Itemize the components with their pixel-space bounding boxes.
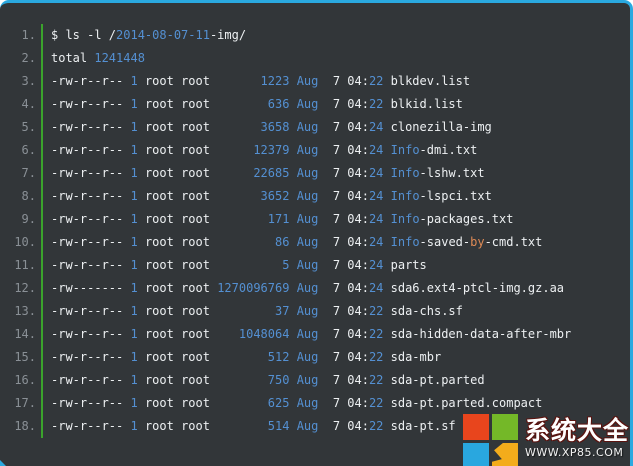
line-number: 7.	[0, 162, 43, 185]
terminal-line: 10. -rw-r--r-- 1 root root 86 Aug 7 04:24…	[0, 231, 630, 254]
line-number: 4.	[0, 93, 43, 116]
corner-triangle-decoration	[0, 460, 6, 466]
terminal-line: 9. -rw-r--r-- 1 root root 171 Aug 7 04:24…	[0, 208, 630, 231]
line-number: 8.	[0, 185, 43, 208]
terminal-line: 18. -rw-r--r-- 1 root root 514 Aug 7 04:2…	[0, 415, 630, 438]
line-content: -rw-r--r-- 1 root root 514 Aug 7 04:22 s…	[51, 419, 456, 433]
terminal-line: 1. $ ls -l /2014-08-07-11-img/	[0, 24, 630, 47]
line-content: -rw-r--r-- 1 root root 1223 Aug 7 04:22 …	[51, 74, 471, 88]
terminal-line: 17. -rw-r--r-- 1 root root 625 Aug 7 04:2…	[0, 392, 630, 415]
line-content: -rw-r--r-- 1 root root 3652 Aug 7 04:24 …	[51, 189, 492, 203]
terminal-line: 8. -rw-r--r-- 1 root root 3652 Aug 7 04:2…	[0, 185, 630, 208]
line-content: total 1241448	[51, 51, 145, 65]
line-number: 11.	[0, 254, 43, 277]
line-content: -rw-r--r-- 1 root root 3658 Aug 7 04:24 …	[51, 120, 492, 134]
line-number: 1.	[0, 24, 43, 47]
line-content: -rw-r--r-- 1 root root 1048064 Aug 7 04:…	[51, 327, 572, 341]
terminal-line: 2. total 1241448	[0, 47, 630, 70]
terminal-line: 15. -rw-r--r-- 1 root root 512 Aug 7 04:2…	[0, 346, 630, 369]
line-content: -rw-r--r-- 1 root root 625 Aug 7 04:22 s…	[51, 396, 543, 410]
line-content: -rw-r--r-- 1 root root 37 Aug 7 04:22 sd…	[51, 304, 463, 318]
terminal-line: 12. -rw------- 1 root root 1270096769 Aug…	[0, 277, 630, 300]
line-number: 9.	[0, 208, 43, 231]
terminal-line: 14. -rw-r--r-- 1 root root 1048064 Aug 7 …	[0, 323, 630, 346]
terminal-line: 16. -rw-r--r-- 1 root root 750 Aug 7 04:2…	[0, 369, 630, 392]
logo-blue-square	[462, 443, 489, 466]
line-number: 15.	[0, 346, 43, 369]
line-number: 2.	[0, 47, 43, 70]
line-content: -rw-r--r-- 1 root root 5 Aug 7 04:24 par…	[51, 258, 427, 272]
watermark-site-url: WWW.XP85.COM	[524, 446, 624, 459]
line-content: $ ls -l /2014-08-07-11-img/	[51, 28, 247, 42]
logo-green-square	[491, 414, 518, 440]
terminal-line: 6. -rw-r--r-- 1 root root 12379 Aug 7 04:…	[0, 139, 630, 162]
line-content: -rw-r--r-- 1 root root 636 Aug 7 04:22 b…	[51, 97, 463, 111]
logo-red-square	[462, 414, 489, 440]
watermark-site-name: 系统大全	[524, 416, 629, 445]
line-content: -rw-r--r-- 1 root root 22685 Aug 7 04:24…	[51, 166, 485, 180]
terminal-line: 7. -rw-r--r-- 1 root root 22685 Aug 7 04:…	[0, 162, 630, 185]
line-content: -rw-r--r-- 1 root root 171 Aug 7 04:24 I…	[51, 212, 514, 226]
terminal-line: 5. -rw-r--r-- 1 root root 3658 Aug 7 04:2…	[0, 116, 630, 139]
terminal-line: 13. -rw-r--r-- 1 root root 37 Aug 7 04:22…	[0, 300, 630, 323]
line-number: 13.	[0, 300, 43, 323]
terminal-body: 1. $ ls -l /2014-08-07-11-img/2. total 124…	[0, 24, 630, 438]
logo-yellow-arrow-icon	[491, 443, 518, 466]
line-number: 12.	[0, 277, 43, 300]
xp85-logo-icon	[462, 414, 519, 466]
terminal-line: 3. -rw-r--r-- 1 root root 1223 Aug 7 04:2…	[0, 70, 630, 93]
line-number: 10.	[0, 231, 43, 254]
line-number: 6.	[0, 139, 43, 162]
watermark-text: 系统大全 WWW.XP85.COM	[524, 414, 629, 460]
line-number: 3.	[0, 70, 43, 93]
terminal-line: 4. -rw-r--r-- 1 root root 636 Aug 7 04:22…	[0, 93, 630, 116]
line-number: 5.	[0, 116, 43, 139]
line-content: -rw-r--r-- 1 root root 12379 Aug 7 04:24…	[51, 143, 478, 157]
watermark: 系统大全 WWW.XP85.COM	[462, 414, 629, 466]
line-number: 14.	[0, 323, 43, 346]
terminal-line: 11. -rw-r--r-- 1 root root 5 Aug 7 04:24 …	[0, 254, 630, 277]
line-content: -rw------- 1 root root 1270096769 Aug 7 …	[51, 281, 565, 295]
line-number: 16.	[0, 369, 43, 392]
line-number: 18.	[0, 415, 43, 438]
line-content: -rw-r--r-- 1 root root 86 Aug 7 04:24 In…	[51, 235, 543, 249]
line-content: -rw-r--r-- 1 root root 750 Aug 7 04:22 s…	[51, 373, 485, 387]
line-content: -rw-r--r-- 1 root root 512 Aug 7 04:22 s…	[51, 350, 442, 364]
line-number: 17.	[0, 392, 43, 415]
